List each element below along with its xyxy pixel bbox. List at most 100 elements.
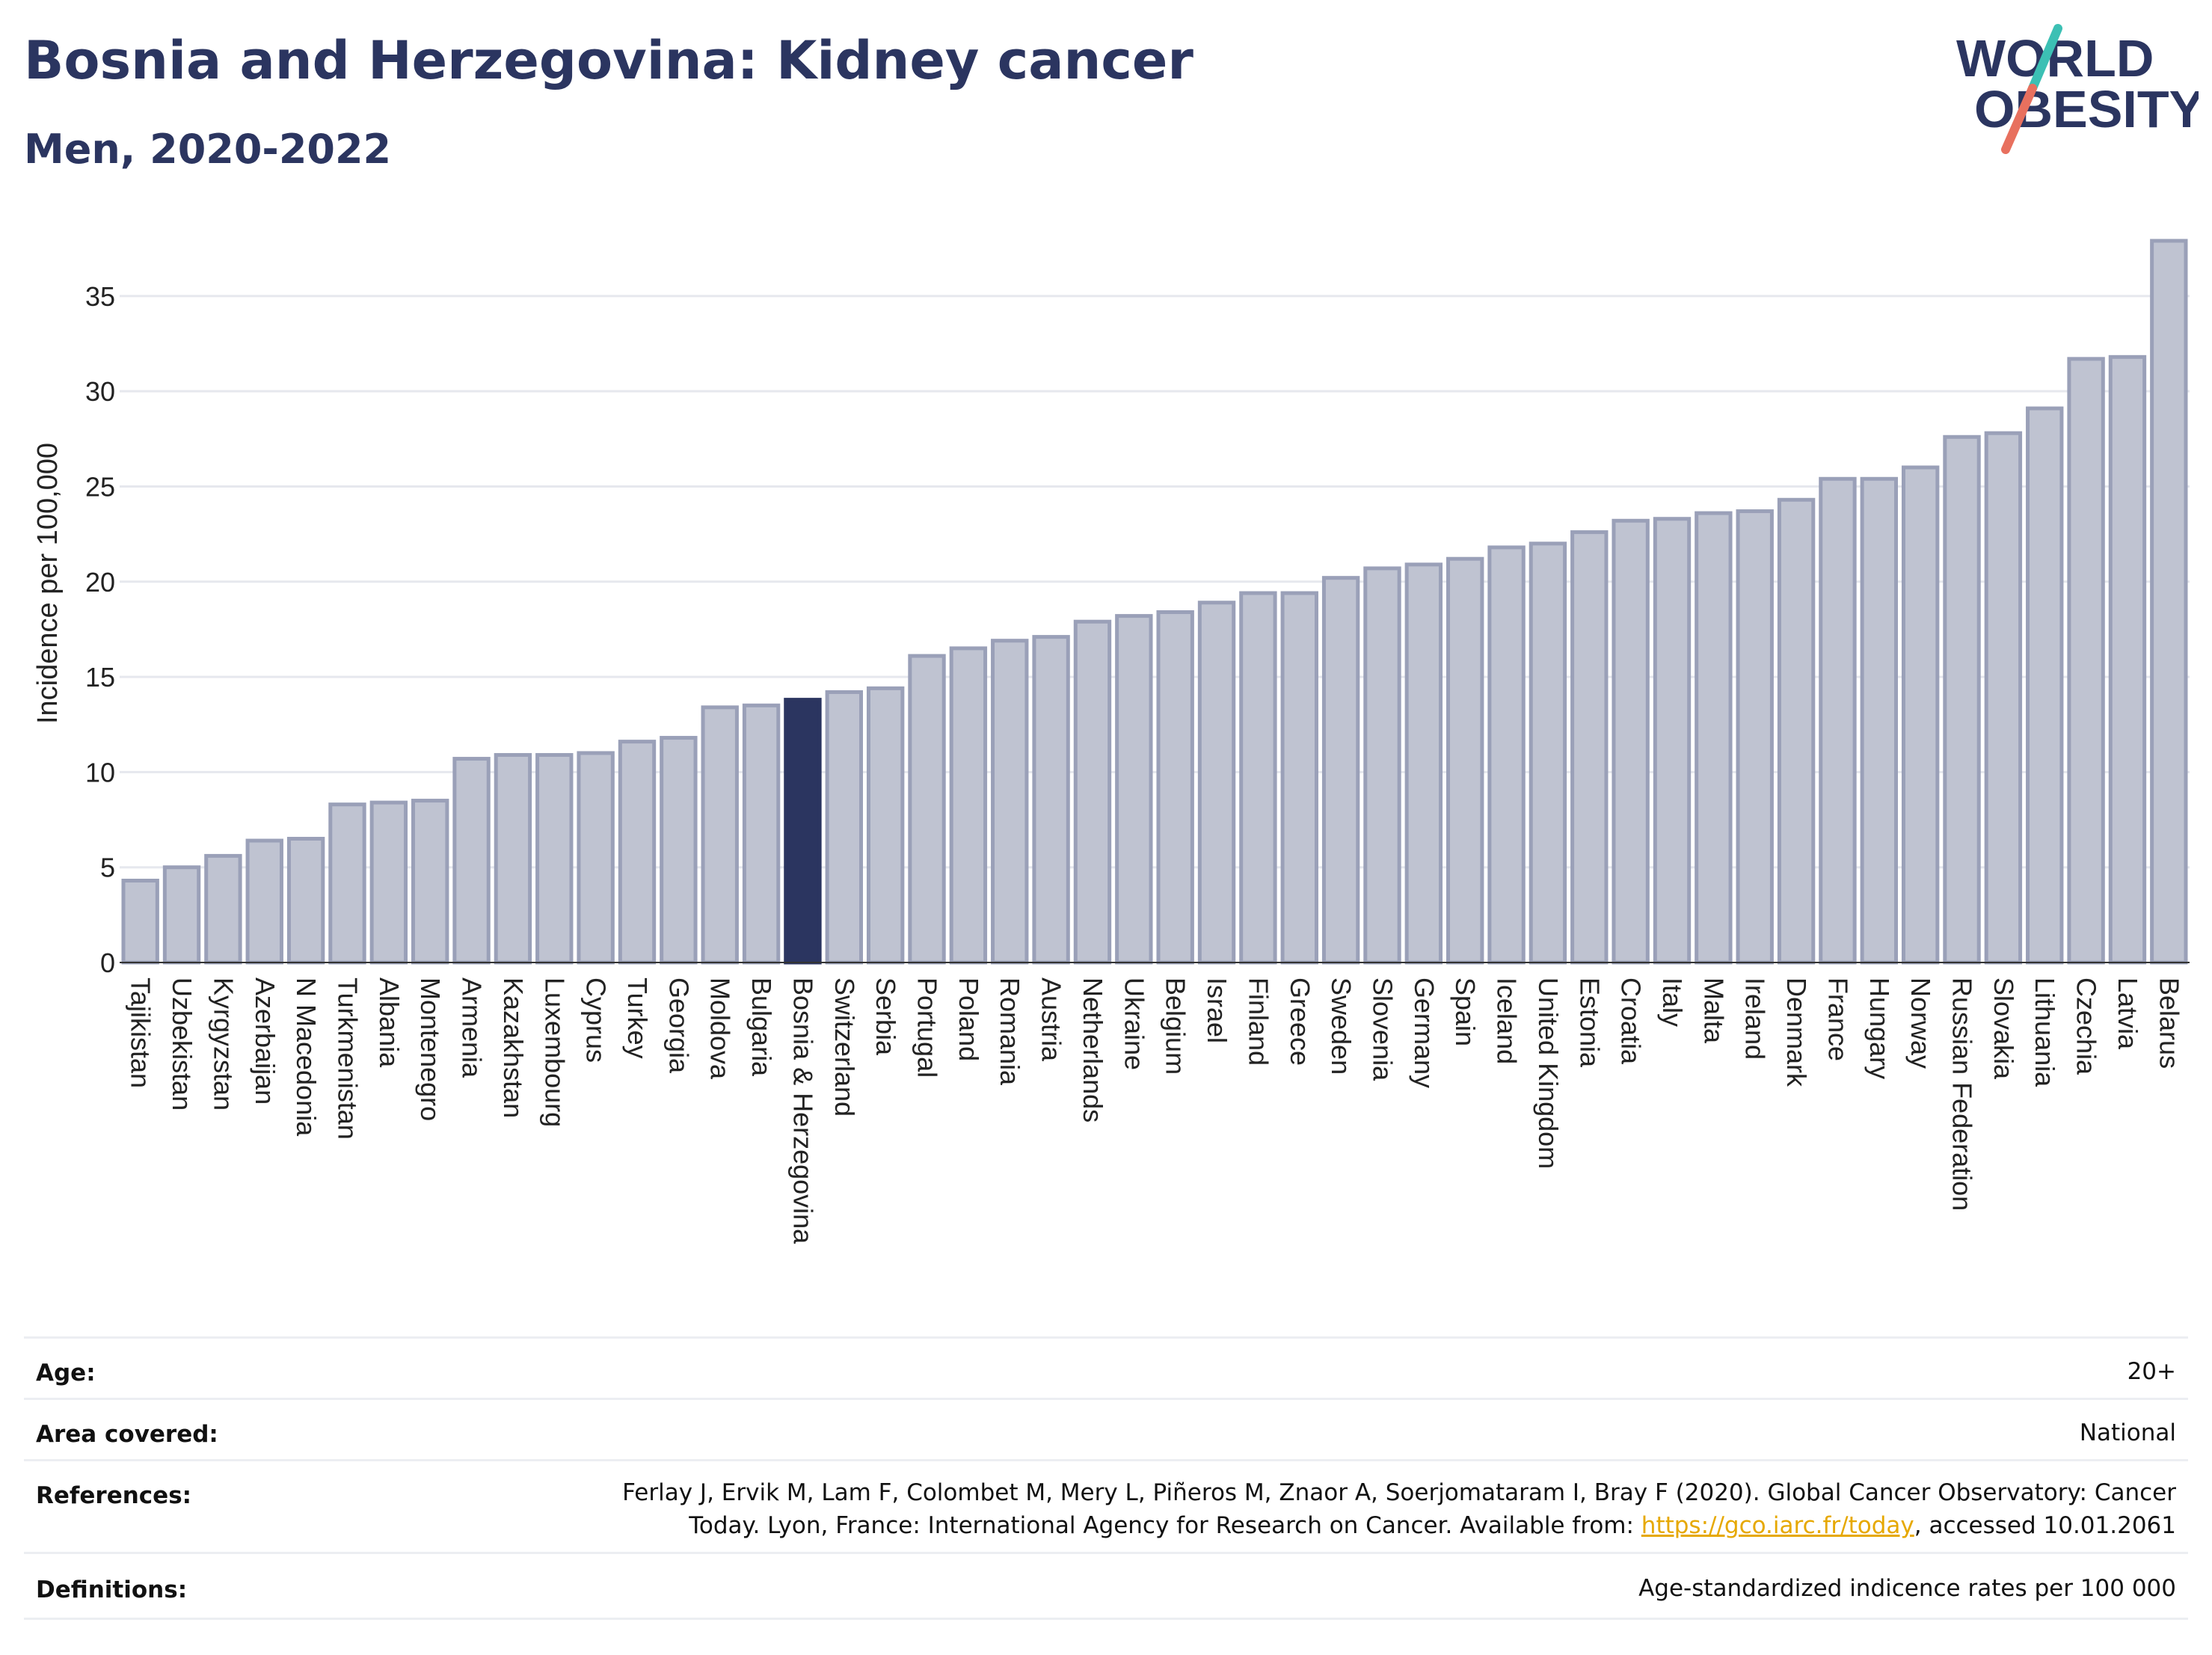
bar-czechia [2067,357,2105,965]
y-tick-label: 5 [100,853,115,883]
bar-turkey [618,740,657,965]
info-row-references: References: Ferlay J, Ervik M, Lam F, Co… [24,1459,2188,1554]
bar-luxembourg [535,752,574,965]
bar-estonia [1570,530,1609,965]
x-tick-label: Armenia [457,977,488,1078]
y-axis-ticks: 0 5 10 15 20 25 30 35 [85,281,115,978]
bar-portugal [908,654,946,965]
x-tick-label: Spain [1450,977,1481,1046]
x-tick-label: Greece [1285,977,1315,1066]
bar-malta [1695,511,1733,965]
x-tick-label: Sweden [1326,977,1357,1075]
x-tick-label: Turkey [622,977,653,1059]
x-tick-label: Switzerland [829,977,860,1117]
bar-finland [1239,591,1277,965]
x-tick-label: Tajikistan [126,977,156,1088]
bar-lithuania [2026,406,2064,965]
x-tick-label: N Macedonia [291,977,322,1137]
bar-bulgaria [742,703,781,965]
bar-switzerland [825,690,863,965]
references-link[interactable]: https://gco.iarc.fr/today [1641,1512,1914,1539]
bar-greece [1280,591,1318,965]
bar-chart: 0 5 10 15 20 25 30 35 Tajikistan Uzbekistan Kyrgy… [32,239,2190,1244]
bar-slovakia [1984,431,2023,965]
page-subtitle: Men, 2020-2022 [24,126,392,173]
y-tick-label: 30 [85,376,115,407]
x-tick-label: Ireland [1740,977,1771,1060]
x-tick-label: Azerbaijan [250,977,280,1105]
x-tick-label: Russian Federation [1947,977,1978,1211]
x-tick-label: Montenegro [415,977,446,1121]
x-tick-label: Luxembourg [539,977,570,1127]
area-value: National [2079,1419,2176,1446]
chart-bars [121,239,2188,965]
x-tick-label: Serbia [870,977,901,1056]
bar-armenia [452,757,491,965]
bar-denmark [1777,497,1816,965]
bar-kyrgyzstan [204,853,242,965]
info-row-definitions: Definitions: Age-standardized indicence … [24,1552,2188,1620]
x-tick-label: Austria [1036,977,1067,1062]
y-tick-label: 20 [85,567,115,598]
bar-moldova [701,705,739,965]
x-tick-label: Croatia [1616,977,1647,1065]
bar-russian-federation [1943,435,1981,965]
bar-united-kingdom [1529,541,1567,965]
definitions-value: Age-standardized indicence rates per 100… [1638,1575,2176,1602]
x-tick-label: Norway [1905,977,1936,1069]
bar-iceland [1487,545,1526,965]
world-obesity-logo: WORLD OBESITY [1956,24,2199,154]
bar-israel [1197,601,1236,965]
bar-netherlands [1073,619,1112,965]
age-value: 20+ [2127,1358,2176,1385]
x-tick-label: Lithuania [2030,977,2060,1087]
bar-norway [1901,465,1940,965]
x-tick-label: Belarus [2154,977,2184,1069]
x-tick-label: Czechia [2071,977,2102,1075]
x-tick-label: Slovenia [1367,977,1398,1081]
bar-austria [1032,635,1070,965]
bar-france [1819,476,1857,965]
bar-ireland [1736,509,1774,965]
x-tick-label: Kyrgyzstan [208,977,239,1111]
x-tick-label: France [1822,977,1853,1061]
bar-serbia [866,686,905,965]
references-label: References: [36,1482,192,1509]
x-tick-label: Hungary [1864,977,1895,1079]
y-tick-label: 0 [100,948,115,978]
x-tick-label: Kazakhstan [498,977,529,1118]
info-row-age: Age: 20+ [24,1336,2188,1400]
x-tick-label: Poland [953,977,984,1061]
bar-romania [991,639,1029,965]
y-axis-label: Incidence per 100,000 [32,443,64,724]
area-label: Area covered: [36,1421,218,1448]
y-tick-label: 10 [85,757,115,787]
x-tick-label: Latvia [2113,977,2143,1050]
bar-tajikistan [121,879,159,965]
x-tick-label: Germany [1409,977,1440,1088]
x-tick-label: Cyprus [581,977,612,1063]
bar-latvia [2108,354,2147,965]
bar-albania [369,800,408,965]
x-tick-label: Malta [1698,977,1729,1044]
x-tick-label: Portugal [912,977,943,1078]
info-row-area: Area covered: National [24,1398,2188,1461]
x-tick-label: Ukraine [1119,977,1149,1070]
bar-montenegro [411,799,449,965]
bar-germany [1404,562,1443,965]
x-tick-label: United Kingdom [1533,977,1564,1169]
x-tick-label: Turkmenistan [332,977,363,1140]
x-tick-label: Bulgaria [746,977,777,1077]
bar-slovenia [1363,566,1401,965]
bar-georgia [660,736,698,965]
x-tick-label: Romania [995,977,1025,1086]
x-tick-label: Georgia [663,977,694,1074]
y-tick-label: 25 [85,471,115,502]
bar-kazakhstan [494,752,532,965]
bar-turkmenistan [328,802,366,965]
bar-italy [1653,517,1692,965]
bar-bosnia-herzegovina [784,698,822,965]
bar-spain [1446,556,1484,965]
x-tick-label: Slovakia [1988,977,2019,1080]
x-tick-label: Iceland [1492,977,1523,1064]
